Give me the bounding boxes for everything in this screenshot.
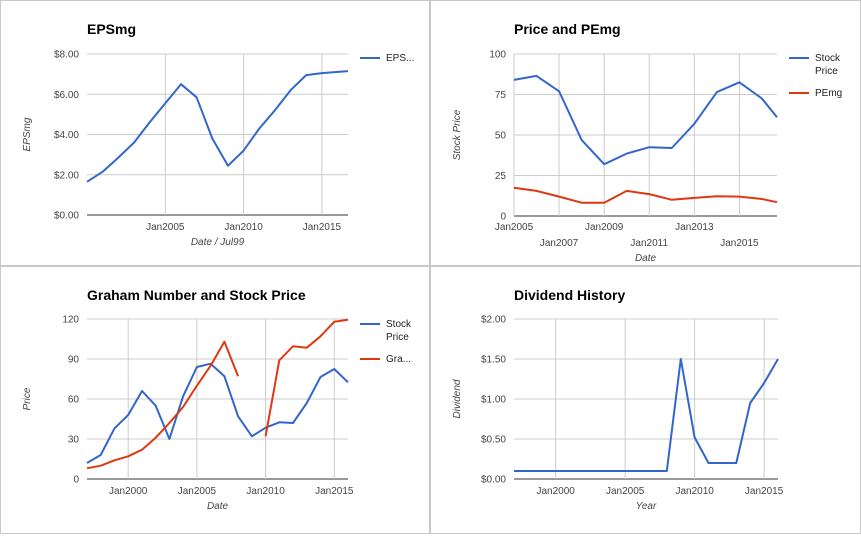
x-axis-label: Date — [207, 501, 229, 512]
series-line-eps — [86, 70, 349, 183]
y-axis-label: Stock Price — [452, 109, 463, 160]
legend-entry-eps: EPS... — [360, 53, 414, 64]
legend-label: Stock — [815, 53, 841, 64]
x-tick-label: Jan2010 — [246, 486, 285, 497]
chart-svg: Price and PEmg 0 25 50 75 100 Jan2005 Jan2007 Ja… — [452, 21, 842, 264]
y-tick-label: $0.50 — [481, 435, 506, 446]
series-line-stock-price — [513, 74, 778, 166]
legend-label: PEmg — [815, 88, 842, 99]
y-tick-label: $4.00 — [54, 130, 79, 141]
y-tick-label: 75 — [495, 90, 507, 101]
x-tick-label: Jan2015 — [303, 222, 342, 233]
x-tick-label: Jan2015 — [720, 238, 759, 249]
y-tick-label: $1.00 — [481, 395, 506, 406]
y-tick-label: 25 — [495, 171, 507, 182]
series-line-gra-segment-2 — [264, 318, 349, 437]
y-tick-label: $8.00 — [54, 50, 79, 61]
y-tick-label: 50 — [495, 131, 507, 142]
series-line-stock-price — [86, 362, 349, 464]
y-tick-label: $0.00 — [54, 211, 79, 222]
chart-title: Graham Number and Stock Price — [87, 287, 306, 303]
x-tick-label: Jan2005 — [178, 486, 217, 497]
x-axis-label: Year — [636, 501, 657, 512]
y-tick-label: $2.00 — [54, 170, 79, 181]
series-line-pemg — [513, 186, 778, 204]
x-tick-label: Jan2010 — [224, 222, 263, 233]
legend-label: Gra... — [386, 354, 411, 365]
chart-panel-epsmg: EPSmg $0.00 $2.00 $4.00 $6.00 $8.00 Jan2005 Jan… — [0, 0, 430, 266]
chart-panel-graham-number-and-stock-price: Graham Number and Stock Price 0 30 60 90 120 J… — [0, 266, 430, 534]
x-tick-label: Jan2010 — [675, 486, 714, 497]
chart-panel-price-and-pemg: Price and PEmg 0 25 50 75 100 Jan2005 Jan2007 Ja… — [430, 0, 861, 266]
legend-label: Price — [815, 66, 838, 77]
x-tick-label: Jan2005 — [495, 222, 534, 233]
x-tick-label: Jan2000 — [109, 486, 148, 497]
y-tick-label: 100 — [489, 50, 506, 61]
x-tick-label: Jan2013 — [675, 222, 714, 233]
chart-svg: EPSmg $0.00 $2.00 $4.00 $6.00 $8.00 Jan2005 Jan… — [22, 21, 414, 248]
y-axis-label: Price — [22, 387, 33, 410]
series-line-series — [514, 358, 779, 472]
x-tick-label: Jan2007 — [540, 238, 579, 249]
chart-panel-dividend-history: Dividend History $0.00 $0.50 $1.00 $1.50 $2.0… — [430, 266, 861, 534]
x-axis-label: Date / Jul99 — [191, 237, 245, 248]
chart-title: Dividend History — [514, 287, 625, 303]
y-tick-label: $0.00 — [481, 475, 506, 486]
legend-entry-stock-price: Stock Price — [789, 53, 841, 77]
x-tick-label: Jan2005 — [146, 222, 185, 233]
chart-svg: Dividend History $0.00 $0.50 $1.00 $1.50 $2.0… — [452, 287, 784, 512]
y-tick-label: $6.00 — [54, 90, 79, 101]
y-tick-label: 120 — [62, 315, 79, 326]
legend-label: Price — [386, 332, 409, 343]
y-tick-label: 30 — [68, 435, 80, 446]
x-tick-label: Jan2000 — [536, 486, 575, 497]
x-tick-label: Jan2015 — [745, 486, 784, 497]
y-tick-label: $1.50 — [481, 355, 506, 366]
chart-svg: Graham Number and Stock Price 0 30 60 90 120 J… — [22, 287, 412, 512]
y-tick-label: $2.00 — [481, 315, 506, 326]
chart-title: EPSmg — [87, 21, 136, 37]
y-axis-label: Dividend — [452, 379, 463, 418]
chart-title: Price and PEmg — [514, 21, 621, 37]
series-line-gra-segment-1 — [86, 340, 240, 470]
x-tick-label: Jan2011 — [630, 238, 668, 249]
legend-entry-pemg: PEmg — [789, 88, 842, 99]
y-tick-label: 90 — [68, 355, 80, 366]
legend-label: EPS... — [386, 53, 414, 64]
x-axis-label: Date — [635, 253, 657, 264]
y-axis-label: EPSmg — [22, 117, 33, 151]
x-tick-label: Jan2015 — [315, 486, 354, 497]
y-tick-label: 60 — [68, 395, 80, 406]
x-tick-label: Jan2009 — [585, 222, 624, 233]
legend-entry-gra: Gra... — [360, 354, 411, 365]
legend-entry-stock-price: Stock Price — [360, 319, 412, 343]
x-tick-label: Jan2005 — [606, 486, 645, 497]
y-tick-label: 0 — [73, 475, 79, 486]
y-tick-label: 0 — [500, 212, 506, 223]
legend-label: Stock — [386, 319, 412, 330]
